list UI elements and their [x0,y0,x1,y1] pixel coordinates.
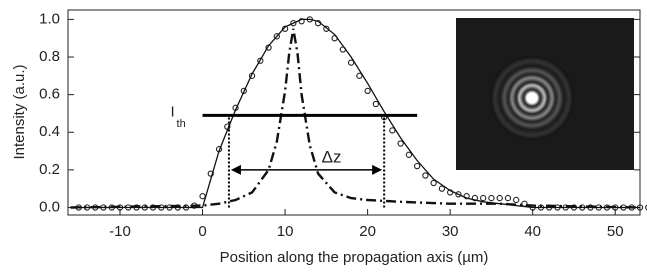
data-point [514,197,519,202]
x-axis-label: Position along the propagation axis (µm) [220,249,489,266]
x-tick-label: -10 [109,223,131,240]
x-tick-label: 20 [359,223,376,240]
data-point [406,152,411,157]
data-point [489,195,494,200]
data-point [505,195,510,200]
threshold-label: I [171,103,175,120]
data-point [200,194,205,199]
arrow-head [231,165,241,175]
width-label: Δz [322,147,342,166]
arrow-head [372,165,382,175]
y-tick-label: 1.0 [39,10,60,27]
y-tick-label: 0.8 [39,48,60,65]
data-point [481,195,486,200]
x-tick-label: 0 [198,223,206,240]
x-tick-label: 50 [607,223,624,240]
chart: Intensity (a.u.) Position along the prop… [0,0,647,270]
y-tick-label: 0.2 [39,161,60,178]
data-point [365,88,370,93]
y-axis-label: Intensity (a.u.) [11,64,28,159]
data-point [373,101,378,106]
x-tick-label: 40 [524,223,541,240]
y-tick-label: 0.6 [39,86,60,103]
data-point [423,173,428,178]
y-tick-label: 0.4 [39,123,60,140]
x-tick-label: 10 [277,223,294,240]
data-point [497,195,502,200]
x-tick-label: 30 [442,223,459,240]
data-point [398,141,403,146]
threshold-label-sub: th [177,118,186,130]
inset-image [456,18,634,170]
data-point [415,164,420,169]
y-tick-label: 0.0 [39,198,60,215]
